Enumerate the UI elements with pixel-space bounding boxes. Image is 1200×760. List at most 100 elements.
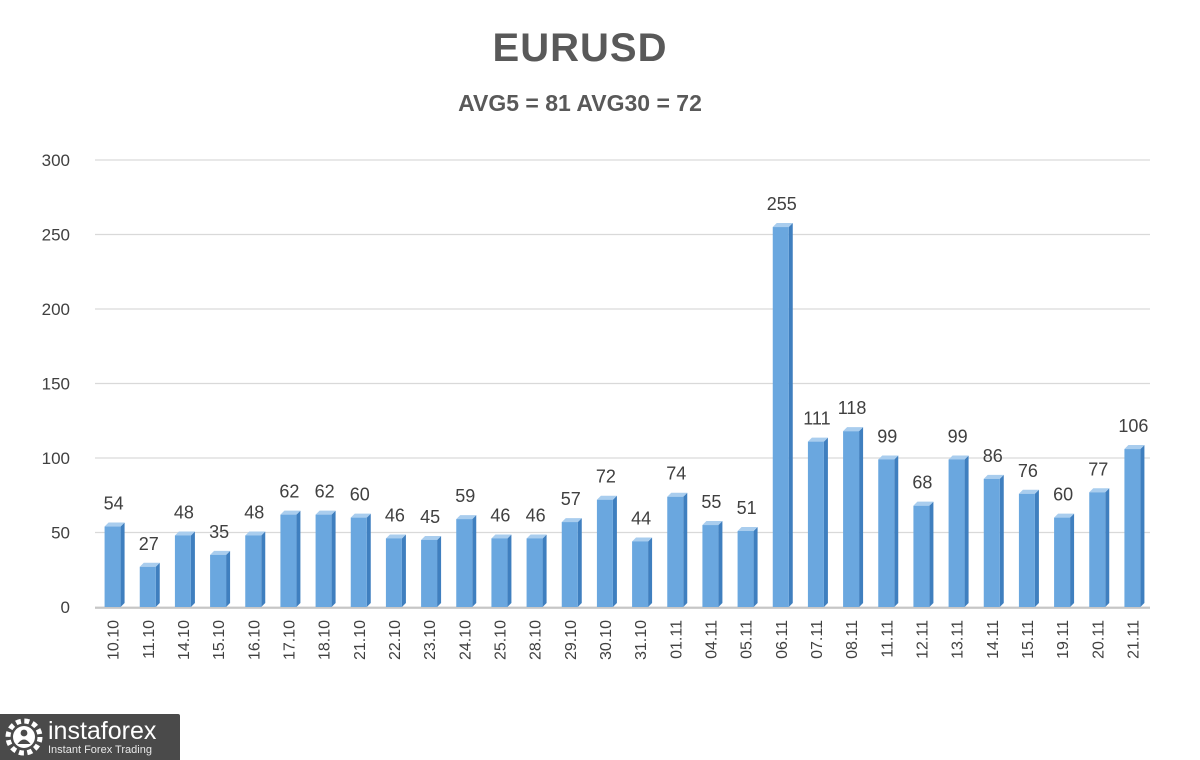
- bar-side: [437, 535, 442, 607]
- bar-side: [894, 455, 899, 607]
- bar-side: [190, 531, 195, 607]
- instaforex-logo: instaforex Instant Forex Trading: [0, 714, 180, 760]
- x-tick-label: 23.10: [422, 620, 439, 660]
- x-tick-label: 11.11: [879, 620, 896, 658]
- data-label: 45: [420, 507, 440, 527]
- bar-side: [296, 510, 301, 607]
- x-tick-label: 31.10: [633, 620, 650, 660]
- data-label: 99: [948, 426, 968, 446]
- data-label: 48: [244, 502, 264, 522]
- bar: [1089, 492, 1106, 607]
- bar-side: [648, 537, 653, 607]
- bar-top: [772, 223, 793, 228]
- bar-side: [859, 427, 864, 607]
- x-tick-label: 16.10: [246, 620, 263, 660]
- bar-top: [526, 534, 547, 539]
- bar-top: [139, 562, 160, 567]
- bar: [913, 505, 930, 607]
- bar: [139, 566, 156, 607]
- x-tick-label: 05.11: [739, 620, 756, 659]
- logo-tagline-text: Instant Forex Trading: [48, 743, 152, 756]
- data-label: 54: [104, 494, 124, 514]
- chart-title: EURUSD: [492, 26, 668, 70]
- bar-side: [929, 501, 934, 607]
- bar-side: [964, 455, 969, 607]
- bar-top: [1089, 488, 1110, 493]
- data-label: 59: [455, 486, 475, 506]
- bar: [421, 539, 438, 607]
- data-label: 99: [877, 426, 897, 446]
- bar-side: [366, 513, 371, 607]
- logo-brand-text: instaforex: [48, 716, 157, 745]
- data-label: 57: [561, 489, 581, 509]
- y-tick-label: 0: [61, 598, 70, 617]
- bar-top: [1054, 513, 1075, 518]
- x-tick-label: 25.10: [492, 620, 509, 660]
- bar-side: [999, 474, 1004, 607]
- x-tick-label: 17.10: [281, 620, 298, 660]
- data-label: 27: [139, 534, 159, 554]
- data-label: 60: [350, 485, 370, 505]
- bar: [843, 431, 860, 607]
- data-label: 72: [596, 467, 616, 487]
- bar-side: [718, 521, 723, 607]
- bar: [702, 525, 719, 607]
- bar-side: [542, 534, 547, 607]
- bar-top: [632, 537, 653, 542]
- bar-side: [823, 437, 828, 607]
- bar: [948, 459, 965, 607]
- data-label: 68: [912, 473, 932, 493]
- data-label: 35: [209, 522, 229, 542]
- bar: [1018, 493, 1035, 607]
- bar: [878, 459, 895, 607]
- bar-top: [913, 501, 934, 506]
- bar-top: [491, 534, 512, 539]
- x-tick-label: 15.10: [211, 620, 228, 660]
- bar-side: [261, 531, 266, 607]
- x-tick-label: 22.10: [387, 620, 404, 660]
- bar-side: [612, 495, 617, 607]
- bar-top: [807, 437, 828, 442]
- bar-top: [667, 492, 688, 497]
- x-tick-label: 18.10: [317, 620, 334, 660]
- bar: [983, 478, 1000, 607]
- bar-top: [983, 474, 1004, 479]
- bar-side: [401, 534, 406, 607]
- gear-person-icon: [5, 718, 43, 756]
- bar: [210, 554, 227, 607]
- bar: [737, 531, 754, 607]
- data-label: 60: [1053, 485, 1073, 505]
- x-tick-label: 13.11: [950, 620, 967, 659]
- bar-side: [472, 515, 477, 607]
- bar: [280, 514, 297, 607]
- bar-side: [226, 550, 231, 607]
- bar-side: [683, 492, 688, 607]
- bar-top: [385, 534, 406, 539]
- bar: [807, 441, 824, 607]
- y-tick-label: 200: [42, 300, 70, 319]
- bar-side: [1034, 489, 1039, 607]
- x-tick-label: 28.10: [528, 620, 545, 660]
- bar-side: [1140, 445, 1145, 607]
- bar-top: [456, 515, 477, 520]
- bar-top: [245, 531, 266, 536]
- x-tick-label: 06.11: [774, 620, 791, 659]
- bar-top: [561, 518, 582, 523]
- data-label: 76: [1018, 461, 1038, 481]
- data-label: 77: [1088, 459, 1108, 479]
- bar: [667, 496, 684, 607]
- data-label: 51: [737, 498, 757, 518]
- x-tick-label: 07.11: [809, 620, 826, 659]
- data-label: 46: [526, 505, 546, 525]
- bar: [632, 541, 649, 607]
- data-label: 62: [279, 482, 299, 502]
- bar-top: [737, 527, 758, 532]
- bar: [385, 538, 402, 607]
- bar-side: [1105, 488, 1110, 607]
- data-label: 74: [666, 464, 686, 484]
- bar: [561, 522, 578, 607]
- x-tick-label: 11.10: [141, 620, 158, 659]
- bar-top: [596, 495, 617, 500]
- data-label: 255: [767, 194, 797, 214]
